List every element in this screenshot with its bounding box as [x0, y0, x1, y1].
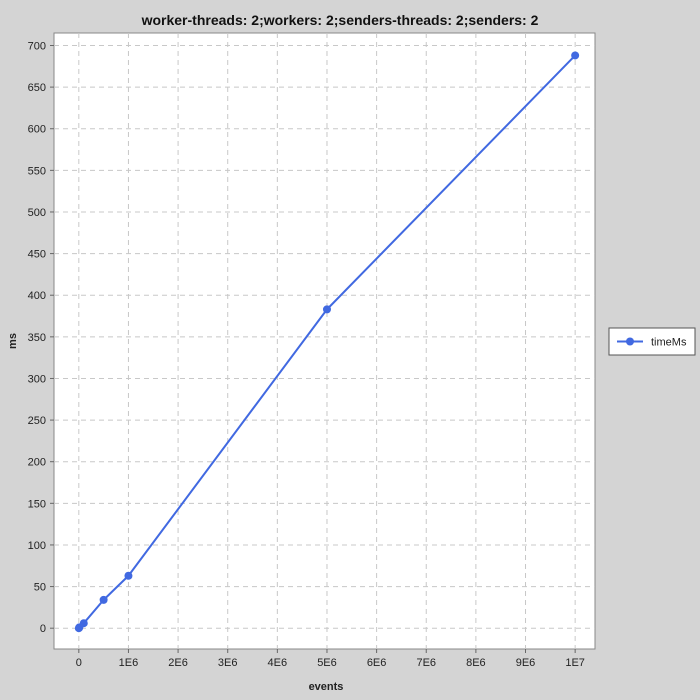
y-tick-label: 600 [28, 124, 46, 136]
y-tick-label: 300 [28, 373, 46, 385]
axes: 0 50 100 150 200 250 300 350 400 450 500 550 600 650 7… [28, 40, 585, 669]
y-tick-label: 250 [28, 415, 46, 427]
y-tick-label: 100 [28, 540, 46, 552]
data-point [124, 571, 133, 580]
series-timeMs [74, 51, 580, 633]
x-tick-label: 9E6 [516, 657, 536, 669]
plot-area [53, 32, 596, 650]
x-tick-label: 7E6 [416, 657, 436, 669]
x-tick-label: 0 [76, 657, 82, 669]
x-tick-label: 6E6 [367, 657, 387, 669]
y-tick-label: 500 [28, 207, 46, 219]
y-tick-label: 0 [40, 623, 46, 635]
data-point [322, 305, 331, 314]
x-tick-label: 8E6 [466, 657, 486, 669]
y-tick-label: 50 [34, 582, 46, 594]
legend: timeMs [608, 327, 696, 356]
x-tick-label: 1E6 [119, 657, 139, 669]
x-tick-label: 1E7 [565, 657, 585, 669]
y-tick-label: 450 [28, 249, 46, 261]
y-tick-label: 350 [28, 332, 46, 344]
y-tick-label: 650 [28, 82, 46, 94]
y-tick-label: 550 [28, 165, 46, 177]
legend-swatch-marker [626, 337, 634, 346]
grid-lines [54, 33, 595, 649]
x-axis-label: events [309, 681, 344, 693]
y-axis-label: ms [7, 333, 19, 349]
y-tick-label: 150 [28, 498, 46, 510]
y-tick-label: 400 [28, 290, 46, 302]
x-tick-label: 4E6 [268, 657, 288, 669]
y-tick-label: 200 [28, 457, 46, 469]
x-tick-label: 3E6 [218, 657, 238, 669]
x-tick-label: 5E6 [317, 657, 337, 669]
chart-title: worker-threads: 2;workers: 2;senders-thr… [141, 12, 539, 28]
x-tick-label: 2E6 [168, 657, 188, 669]
data-point [571, 51, 580, 60]
data-point [79, 619, 88, 628]
y-tick-label: 700 [28, 40, 46, 52]
data-point [99, 595, 108, 604]
legend-label-timeMs: timeMs [651, 337, 687, 349]
